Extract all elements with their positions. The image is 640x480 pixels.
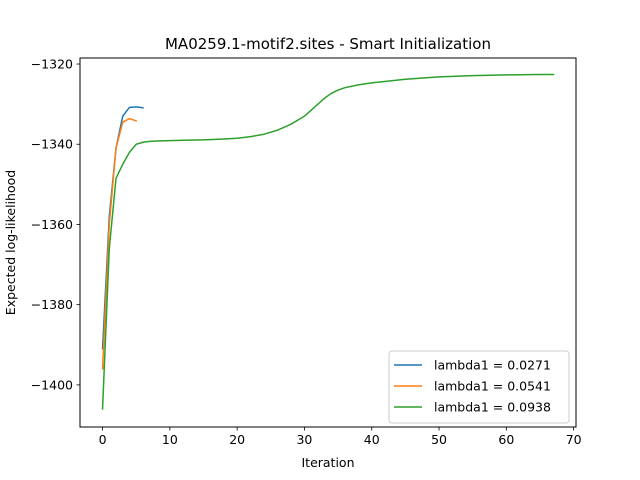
legend-box — [388, 350, 570, 424]
y-tick-label: −1340 — [31, 137, 73, 152]
x-axis: 0 10 20 30 40 50 60 70 — [99, 427, 582, 447]
x-tick-label: 10 — [162, 432, 178, 447]
x-tick-label: 0 — [99, 432, 107, 447]
y-axis-title: Expected log-likelihood — [3, 170, 18, 315]
plot-frame — [79, 57, 577, 428]
legend-label-2: lambda1 = 0.0541 — [434, 379, 551, 394]
x-tick-label: 70 — [566, 432, 582, 447]
legend: lambda1 = 0.0271 lambda1 = 0.0541 lambda1 … — [388, 350, 570, 424]
series-layer — [101, 73, 555, 410]
legend-label-3: lambda1 = 0.0938 — [434, 400, 551, 415]
y-tick-label: −1380 — [31, 297, 73, 312]
x-axis-title: Iteration — [301, 455, 354, 470]
chart-title: MA0259.1-motif2.sites - Smart Initializa… — [165, 35, 491, 53]
x-tick-label: 60 — [498, 432, 514, 447]
x-tick-label: 50 — [431, 432, 447, 447]
y-tick-label: −1400 — [31, 377, 73, 392]
series-line-3 — [101, 73, 555, 410]
y-tick-label: −1320 — [31, 57, 73, 72]
x-tick-label: 40 — [364, 432, 380, 447]
y-axis: −1400 −1380 −1360 −1340 −1320 — [31, 57, 80, 392]
x-tick-label: 30 — [296, 432, 312, 447]
legend-label-1: lambda1 = 0.0271 — [434, 358, 551, 373]
x-tick-label: 20 — [229, 432, 245, 447]
series-line-2 — [101, 117, 138, 370]
y-tick-label: −1360 — [31, 217, 73, 232]
